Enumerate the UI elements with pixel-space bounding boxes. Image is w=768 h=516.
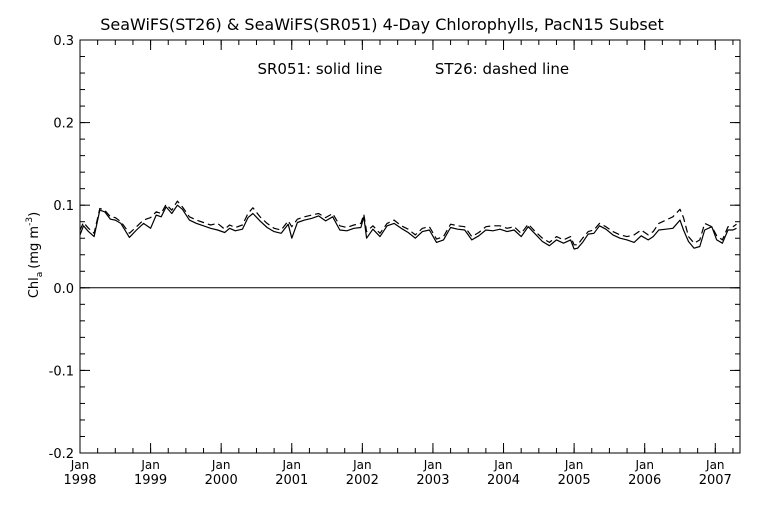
x-tick-label-year: 2005 (558, 473, 591, 488)
y-tick-label: 0.0 (53, 282, 74, 297)
x-tick-label-year: 2007 (699, 473, 732, 488)
y-tick-label: -0.2 (49, 447, 74, 462)
x-tick-label-month: Jan (564, 458, 584, 472)
chart-title: SeaWiFS(ST26) & SeaWiFS(SR051) 4-Day Chl… (100, 15, 664, 34)
x-tick-label-month: Jan (352, 458, 372, 472)
x-tick-label-month: Jan (493, 458, 513, 472)
x-tick-label-year: 2002 (346, 473, 379, 488)
y-axis-label-close: ) (27, 212, 42, 217)
x-tick-label-year: 2003 (416, 473, 449, 488)
y-axis-label-subscript: a (35, 272, 45, 278)
x-tick-label-year: 2006 (628, 473, 661, 488)
y-tick-label: -0.1 (49, 364, 74, 379)
series-line-sr051 (79, 204, 737, 250)
x-tick-label-month: Jan (70, 458, 90, 472)
x-tick-label-month: Jan (705, 458, 725, 472)
series-layer (79, 200, 737, 250)
y-axis-label-superscript: -3 (25, 217, 35, 226)
y-tick-label: 0.1 (53, 199, 74, 214)
annotation-dashed-line: ST26: dashed line (435, 60, 569, 78)
x-tick-label-month: Jan (634, 458, 654, 472)
y-tick-label: 0.3 (53, 34, 74, 49)
x-tick-label-month: Jan (211, 458, 231, 472)
y-axis-label: Chla (mg m-3) (25, 212, 45, 298)
annotation-solid-line: SR051: solid line (257, 60, 382, 78)
x-tick-label-year: 1998 (63, 473, 96, 488)
x-tick-label-year: 2004 (487, 473, 520, 488)
x-tick-label-year: 2000 (205, 473, 238, 488)
y-axis-label-main: Chl (27, 277, 42, 298)
x-tick-label-month: Jan (282, 458, 302, 472)
axes-layer: -0.2-0.10.00.10.20.3Jan1998Jan1999Jan200… (49, 34, 740, 488)
plot-frame (79, 39, 741, 454)
y-axis-label-unit: (mg m (27, 226, 42, 269)
x-tick-label-month: Jan (423, 458, 443, 472)
x-tick-label-year: 1999 (134, 473, 167, 488)
x-tick-label-month: Jan (140, 458, 160, 472)
series-line-st26 (79, 200, 737, 246)
y-tick-label: 0.2 (53, 117, 74, 132)
x-tick-label-year: 2001 (275, 473, 308, 488)
